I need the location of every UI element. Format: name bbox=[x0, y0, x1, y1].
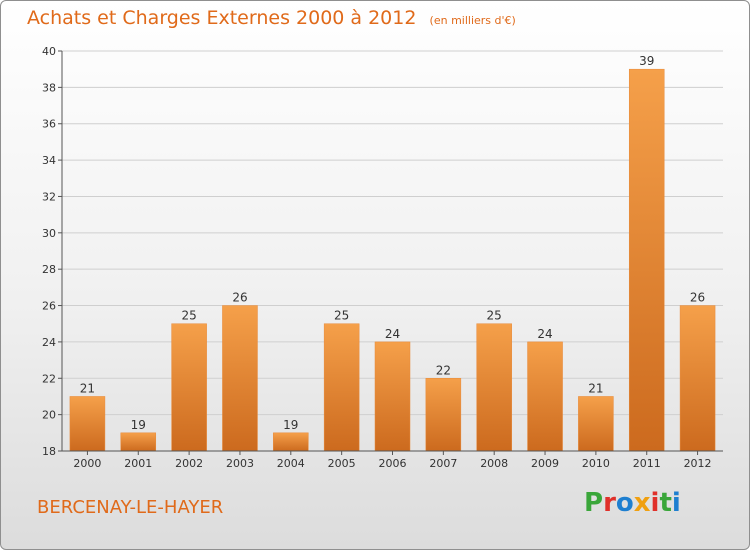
logo-letter: r bbox=[603, 488, 616, 518]
x-tick-label: 2008 bbox=[480, 457, 508, 470]
bar bbox=[476, 323, 512, 452]
y-tick-label: 30 bbox=[42, 227, 56, 240]
x-tick-label: 2012 bbox=[684, 457, 712, 470]
proxiti-logo[interactable]: Proxiti bbox=[584, 488, 681, 518]
title-row: Achats et Charges Externes 2000 à 2012 (… bbox=[27, 7, 516, 29]
labels-layer: 18 20 22 24 26 28 30 32 34 36 38 40 21 2000 19 2001 25 20… bbox=[42, 45, 712, 470]
y-tick-label: 28 bbox=[42, 263, 56, 276]
logo-letter: i bbox=[650, 488, 660, 518]
y-tick-label: 36 bbox=[42, 118, 56, 131]
bar bbox=[273, 432, 309, 452]
x-tick-label: 2003 bbox=[226, 457, 254, 470]
data-label: 22 bbox=[436, 363, 451, 377]
x-tick-label: 2010 bbox=[582, 457, 610, 470]
bar bbox=[679, 305, 716, 452]
x-tick-label: 2002 bbox=[175, 457, 203, 470]
bar bbox=[69, 396, 106, 452]
y-tick-label: 38 bbox=[42, 81, 56, 94]
bar bbox=[628, 68, 665, 452]
x-tick-label: 2000 bbox=[73, 457, 101, 470]
bar bbox=[222, 305, 258, 452]
data-label: 39 bbox=[639, 54, 654, 68]
x-tick-label: 2004 bbox=[277, 457, 305, 470]
axis-layer bbox=[58, 50, 723, 455]
logo-letter: x bbox=[633, 488, 651, 518]
logo-letter: o bbox=[615, 488, 634, 518]
x-tick-label: 2001 bbox=[124, 457, 152, 470]
data-label: 21 bbox=[80, 381, 95, 395]
y-tick-label: 32 bbox=[42, 190, 56, 203]
data-label: 26 bbox=[232, 291, 247, 305]
bar bbox=[425, 378, 462, 452]
x-tick-label: 2011 bbox=[633, 457, 661, 470]
y-tick-label: 26 bbox=[42, 300, 56, 313]
x-tick-label: 2009 bbox=[531, 457, 559, 470]
data-label: 25 bbox=[181, 309, 196, 323]
y-tick-label: 40 bbox=[42, 45, 56, 58]
bar bbox=[120, 432, 157, 452]
chart-subtitle: (en milliers d'€) bbox=[429, 14, 516, 27]
logo-letter: i bbox=[671, 488, 681, 518]
x-tick-label: 2005 bbox=[328, 457, 356, 470]
commune-name: BERCENAY-LE-HAYER bbox=[37, 497, 224, 518]
logo-letter: P bbox=[584, 488, 604, 518]
y-tick-label: 34 bbox=[42, 154, 56, 167]
data-label: 21 bbox=[588, 381, 603, 395]
data-label: 24 bbox=[385, 327, 400, 341]
y-tick-label: 22 bbox=[42, 372, 56, 385]
chart-title: Achats et Charges Externes 2000 à 2012 bbox=[27, 7, 417, 29]
bar bbox=[527, 341, 563, 452]
data-label: 25 bbox=[487, 309, 502, 323]
data-label: 24 bbox=[537, 327, 552, 341]
bar bbox=[578, 396, 614, 452]
y-tick-label: 24 bbox=[42, 336, 56, 349]
y-tick-label: 20 bbox=[42, 409, 56, 422]
data-label: 19 bbox=[131, 418, 146, 432]
y-tick-label: 18 bbox=[42, 445, 56, 458]
bar bbox=[171, 323, 207, 452]
data-label: 19 bbox=[283, 418, 298, 432]
bar bbox=[374, 341, 411, 452]
logo-letter: t bbox=[659, 488, 672, 518]
x-tick-label: 2007 bbox=[429, 457, 457, 470]
bars-layer bbox=[69, 68, 716, 452]
x-tick-label: 2006 bbox=[379, 457, 407, 470]
bar bbox=[323, 323, 360, 452]
data-label: 26 bbox=[690, 291, 705, 305]
data-label: 25 bbox=[334, 309, 349, 323]
